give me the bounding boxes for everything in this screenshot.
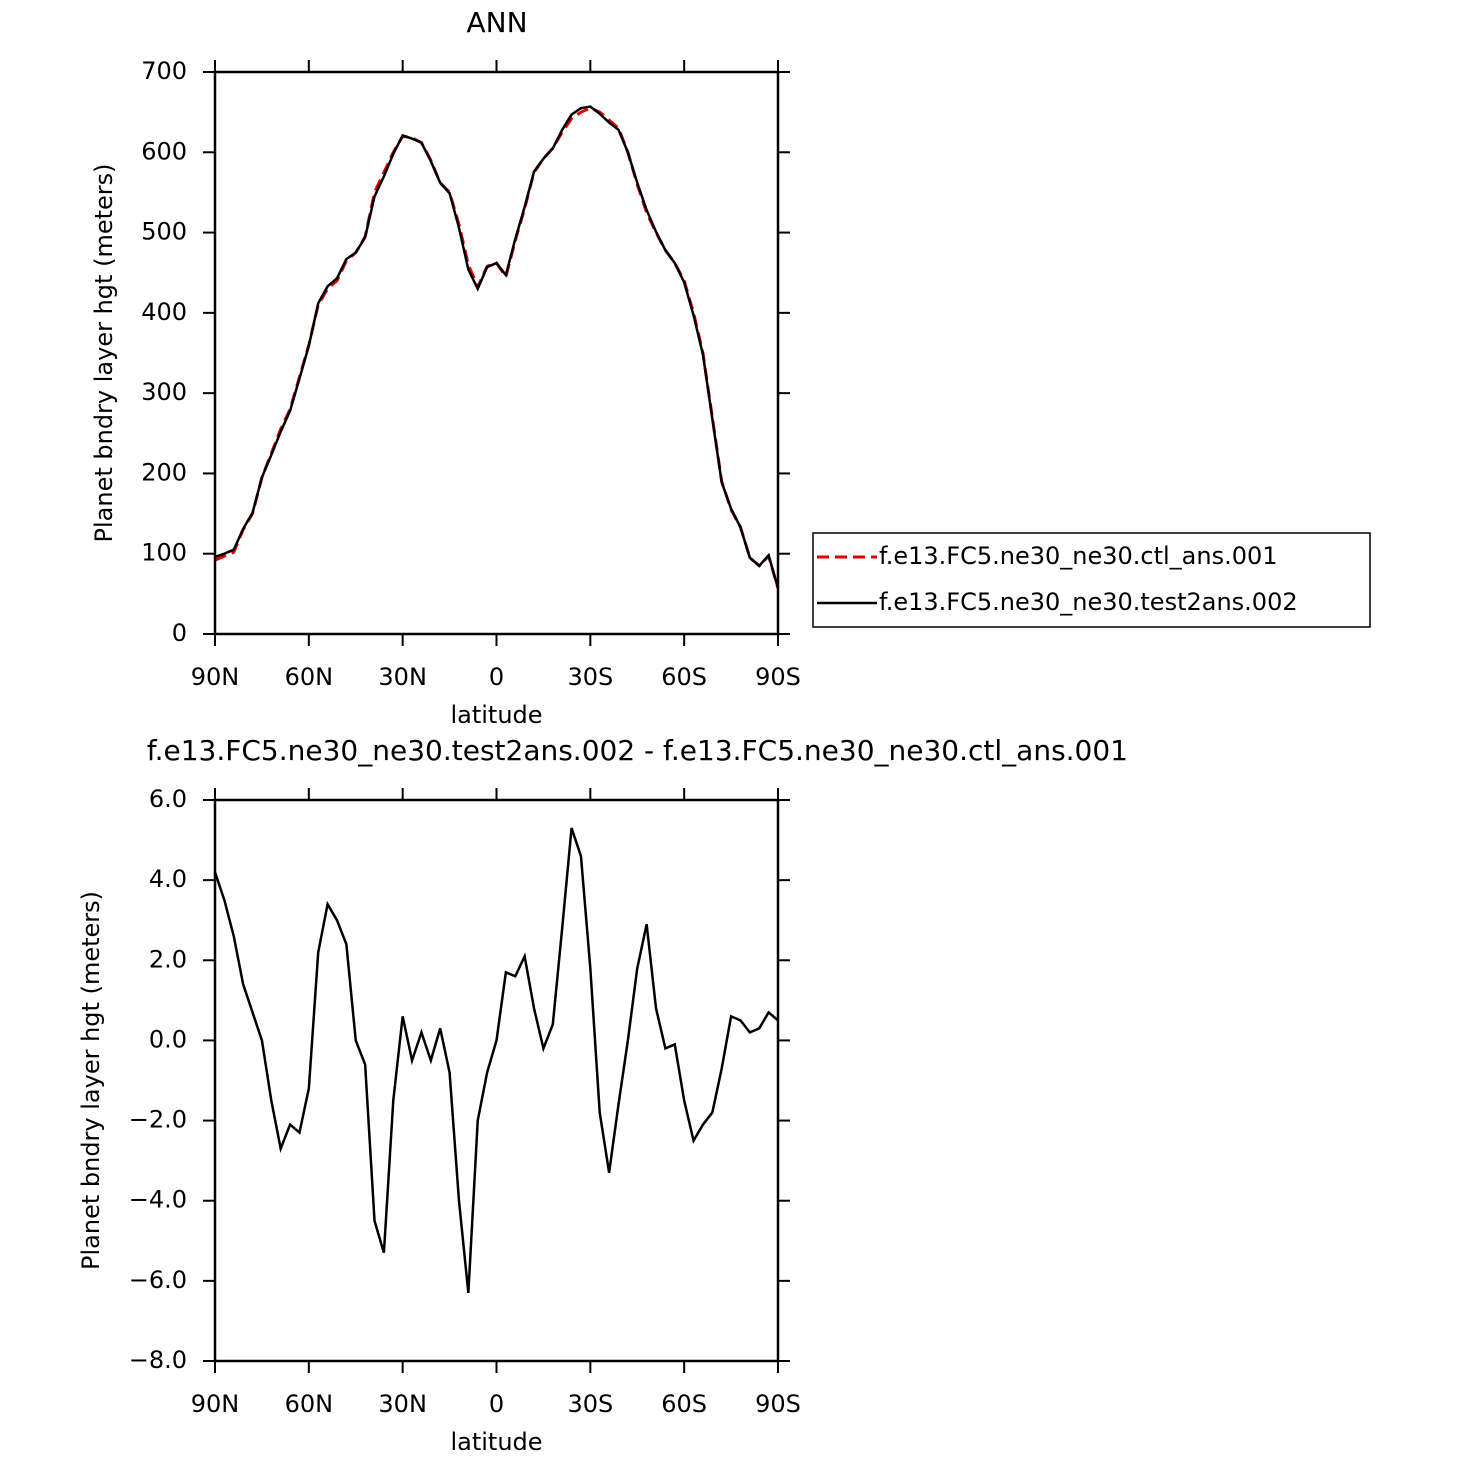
data-line xyxy=(214,106,780,589)
x-tick-label: 60N xyxy=(285,663,334,691)
x-tick-label: 60S xyxy=(661,663,707,691)
x-tick-label: 90N xyxy=(191,663,240,691)
x-tick-label: 30S xyxy=(567,663,613,691)
legend-box xyxy=(812,532,1371,628)
x-tick-label: 30N xyxy=(378,663,427,691)
x-tick-label: 60N xyxy=(285,1390,334,1418)
x-tick-label: 90N xyxy=(191,1390,240,1418)
y-tick-label: 700 xyxy=(141,57,187,85)
y-tick-label: 400 xyxy=(141,298,187,326)
data-line xyxy=(214,105,780,589)
y-tick-label: 500 xyxy=(141,218,187,246)
legend-label: f.e13.FC5.ne30_ne30.test2ans.002 xyxy=(879,588,1298,616)
x-axis-label: latitude xyxy=(450,1428,542,1456)
y-tick-label: 0 xyxy=(172,619,187,647)
x-axis-label: latitude xyxy=(450,701,542,729)
x-tick-label: 90S xyxy=(755,1390,801,1418)
x-tick-label: 60S xyxy=(661,1390,707,1418)
x-tick-label: 0 xyxy=(489,663,504,691)
y-tick-label: 600 xyxy=(141,137,187,165)
y-tick-label: 6.0 xyxy=(149,785,187,813)
y-tick-label: 2.0 xyxy=(149,945,187,973)
y-tick-label: −4.0 xyxy=(129,1186,187,1214)
y-tick-label: −2.0 xyxy=(129,1106,187,1134)
y-tick-label: 200 xyxy=(141,458,187,486)
x-tick-label: 30S xyxy=(567,1390,613,1418)
chart-title: ANN xyxy=(466,6,527,39)
y-tick-label: 300 xyxy=(141,378,187,406)
x-tick-label: 90S xyxy=(755,663,801,691)
y-axis-label: Planet bndry layer hgt (meters) xyxy=(90,164,118,543)
data-line xyxy=(213,827,779,1294)
y-tick-label: 4.0 xyxy=(149,865,187,893)
y-tick-label: −8.0 xyxy=(129,1346,187,1374)
chart-title: f.e13.FC5.ne30_ne30.test2ans.002 - f.e13… xyxy=(147,734,1128,767)
y-axis-label: Planet bndry layer hgt (meters) xyxy=(77,891,105,1270)
y-tick-label: 100 xyxy=(141,539,187,567)
y-tick-label: −6.0 xyxy=(129,1266,187,1294)
x-tick-label: 0 xyxy=(489,1390,504,1418)
y-tick-label: 0.0 xyxy=(149,1025,187,1053)
legend-label: f.e13.FC5.ne30_ne30.ctl_ans.001 xyxy=(879,542,1278,570)
x-tick-label: 30N xyxy=(378,1390,427,1418)
plot-frame xyxy=(213,798,780,1363)
plot-frame xyxy=(213,70,780,636)
